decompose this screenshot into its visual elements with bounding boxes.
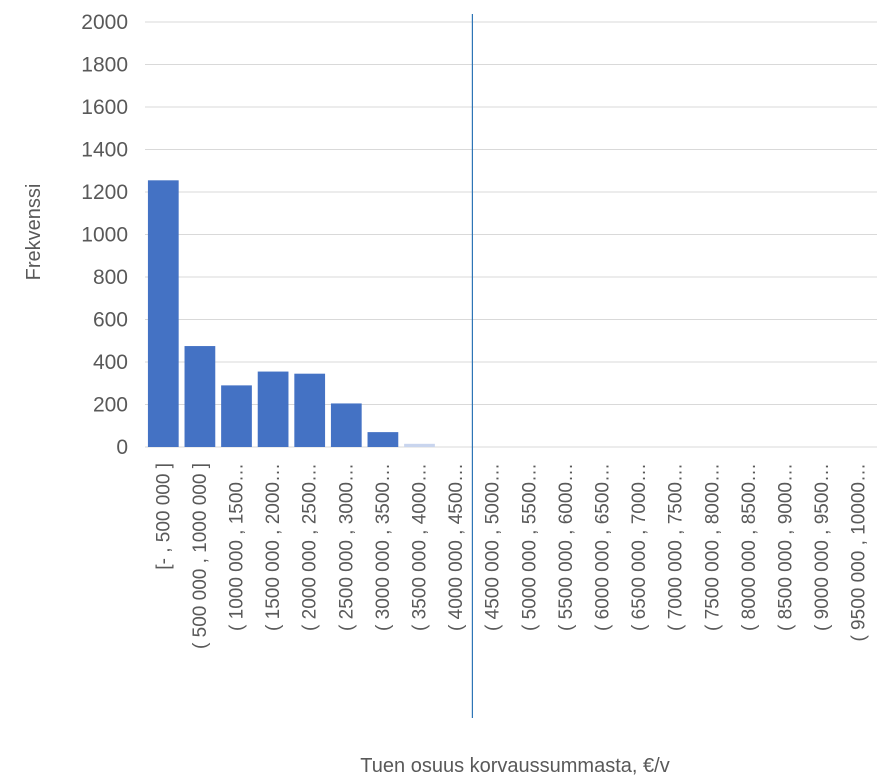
y-tick-label: 1400 [81, 139, 128, 162]
x-tick-label: ( 500 000 , 1000 000 ] [190, 463, 211, 649]
x-tick-label: ( 4000 000 , 4500… [446, 463, 467, 631]
y-tick-labels: 0 200 400 600 800 1000 1200 1400 1600 1800 2000 [81, 11, 128, 459]
x-tick-label: ( 7000 000 , 7500… [666, 463, 687, 631]
y-tick-label: 1600 [81, 96, 128, 119]
x-axis-title: Tuen osuus korvaussummasta, €/v [360, 755, 669, 777]
x-tick-label: ( 5500 000 , 6000… [556, 463, 577, 631]
bar [294, 373, 326, 447]
x-tick-label: ( 4500 000 , 5000… [483, 463, 504, 631]
x-tick-label: ( 9000 000 , 9500… [812, 463, 833, 631]
bar [147, 180, 179, 447]
x-tick-label: ( 8500 000 , 9000… [776, 463, 797, 631]
y-tick-label: 1000 [81, 224, 128, 247]
x-tick-label: [- , 500 000 ] [153, 463, 174, 570]
x-tick-label: ( 3500 000 , 4000… [410, 463, 431, 631]
y-tick-label: 2000 [81, 11, 128, 34]
bars [147, 180, 435, 447]
x-tick-label: ( 7500 000 , 8000… [702, 463, 723, 631]
x-tick-label: ( 9500 000 , 10000… [849, 463, 870, 642]
y-tick-label: 400 [93, 351, 128, 374]
gridlines [145, 21, 877, 448]
y-tick-label: 1800 [81, 54, 128, 77]
x-tick-labels: [- , 500 000 ] ( 500 000 , 1000 000 ] ( 10… [153, 463, 869, 649]
x-tick-label: ( 6000 000 , 6500… [593, 463, 614, 631]
bar [221, 385, 252, 447]
bar [367, 432, 399, 447]
y-axis-title: Frekvenssi [23, 184, 45, 281]
x-tick-label: ( 8000 000 , 8500… [739, 463, 760, 631]
x-tick-label: ( 3000 000 , 3500… [373, 463, 394, 631]
y-tick-label: 800 [93, 266, 128, 289]
x-tick-label: ( 2000 000 , 2500… [300, 463, 321, 631]
y-tick-label: 0 [116, 436, 128, 459]
y-tick-label: 1200 [81, 181, 128, 204]
x-tick-label: ( 6500 000 , 7000… [629, 463, 650, 631]
y-tick-label: 600 [93, 309, 128, 332]
bar [330, 403, 362, 447]
bar [257, 371, 289, 447]
y-tick-label: 200 [93, 394, 128, 417]
bar [404, 443, 435, 447]
x-tick-label: ( 1000 000 , 1500… [227, 463, 248, 631]
x-tick-label: ( 2500 000 , 3000… [336, 463, 357, 631]
x-tick-label: ( 5000 000 , 5500… [519, 463, 540, 631]
x-tick-label: ( 1500 000 , 2000… [263, 463, 284, 631]
bar [184, 346, 216, 447]
